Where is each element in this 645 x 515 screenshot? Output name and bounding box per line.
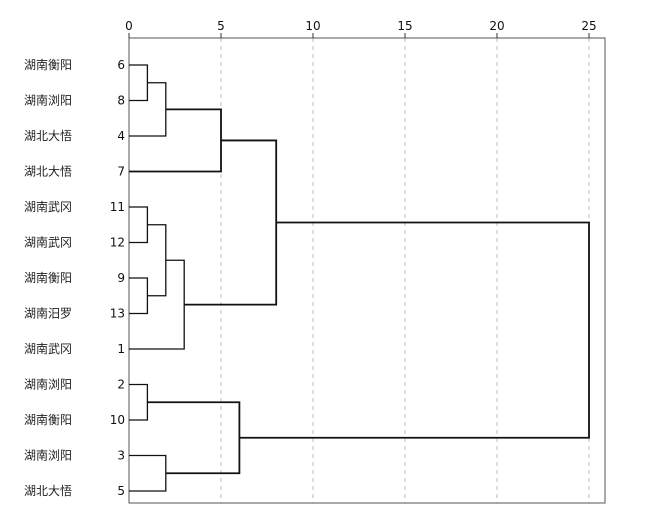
leaf-id-label: 12 [110,236,125,250]
leaf-id-label: 3 [117,449,125,463]
link-J [129,454,167,492]
link-C [129,108,222,173]
leaf-id-label: 2 [117,378,125,392]
leaf-id-label: 7 [117,165,125,179]
leaf-name-label: 湖北大悟 [24,164,72,179]
leaf-name-label: 湖南衡阳 [24,57,72,72]
link-K [147,401,241,475]
x-tick-label: 15 [397,19,412,33]
leaf-id-label: 5 [117,484,125,498]
leaf-name-label: 湖北大悟 [24,483,72,498]
plot-frame [128,37,606,504]
leaf-name-label: 湖南汨罗 [24,306,72,321]
leaf-name-label: 湖南衡阳 [24,412,72,427]
x-tick-label: 0 [125,19,133,33]
leaf-name-label: 湖南浏阳 [24,93,72,108]
link-G [129,259,185,350]
x-tick-label: 10 [305,19,320,33]
link-L [239,221,590,439]
leaf-id-label: 9 [117,271,125,285]
link-D [129,206,149,244]
dendrogram-links [129,64,590,492]
leaf-name-label: 湖南武冈 [24,235,72,250]
x-tick-label: 25 [581,19,596,33]
link-H [184,139,278,306]
x-axis: 0 5 10 15 20 25 [125,19,597,38]
x-tick-label: 5 [217,19,225,33]
leaf-id-label: 8 [117,94,125,108]
leaf-id-label: 13 [110,307,125,321]
leaf-name-label: 湖北大悟 [24,128,72,143]
x-tick-label: 20 [489,19,504,33]
leaf-name-label: 湖南浏阳 [24,377,72,392]
link-A [129,64,149,102]
leaf-name-label: 湖南浏阳 [24,448,72,463]
leaf-name-label: 湖南衡阳 [24,270,72,285]
leaf-id-label: 11 [110,200,125,214]
leaf-id-label: 4 [117,129,125,143]
leaf-id-label: 1 [117,342,125,356]
leaf-name-label: 湖南武冈 [24,199,72,214]
leaf-name-label: 湖南武冈 [24,341,72,356]
link-F [147,224,167,297]
link-I [129,383,149,421]
leaf-id-label: 6 [117,58,125,72]
link-E [129,277,149,315]
leaf-id-label: 10 [110,413,125,427]
